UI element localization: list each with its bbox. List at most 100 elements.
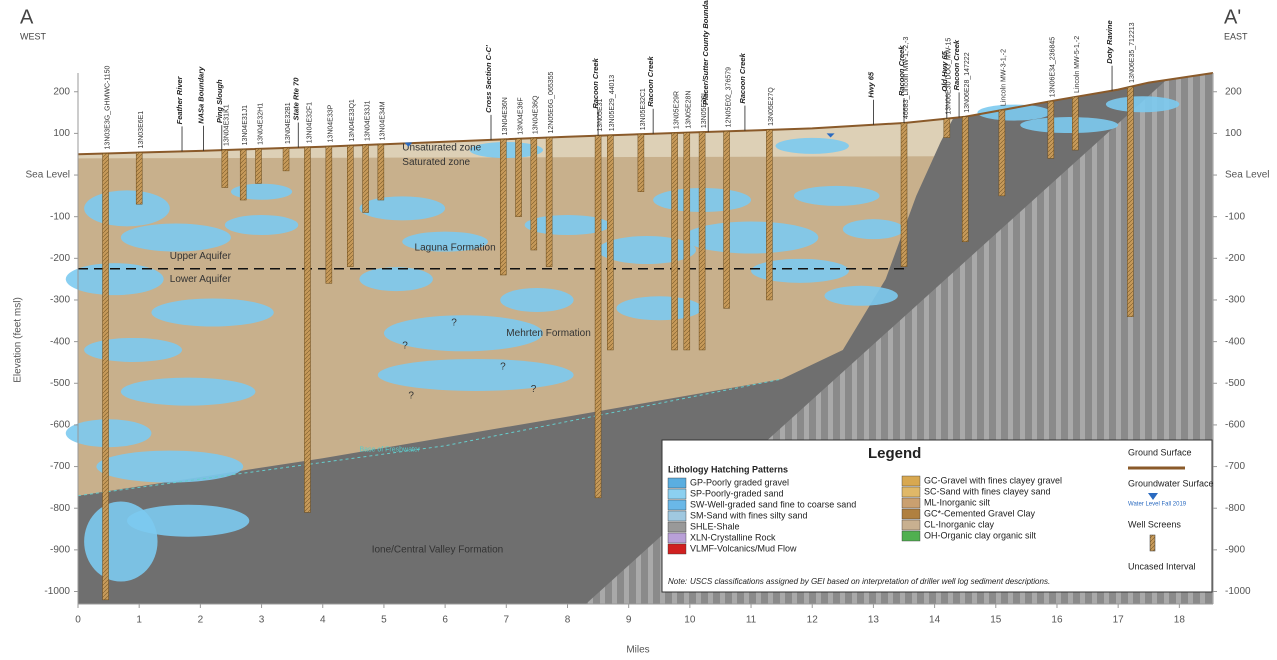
well-name: 13N04E32H1 — [257, 103, 264, 145]
legend-label: ML-Inorganic silt — [924, 497, 991, 507]
legend-swatch — [901, 519, 921, 531]
well-name: 13N04E32F1 — [306, 102, 313, 143]
legend-label: OH-Organic clay organic silt — [924, 530, 1037, 540]
y2-tick-label: -300 — [1225, 295, 1245, 306]
well — [255, 148, 262, 184]
well — [637, 133, 645, 192]
place-label: Cross Section C-C' — [484, 45, 493, 113]
well-name: 13N04E32B1 — [285, 102, 292, 144]
well — [671, 132, 678, 351]
legend-label: GC*-Cemented Gravel Clay — [924, 508, 1036, 518]
well-name: 13N05E27Q — [768, 87, 775, 126]
zone-label: Ione/Central Valley Formation — [372, 544, 504, 555]
well-name: 13N04E33Q1 — [349, 99, 356, 142]
legend-swatch — [667, 521, 687, 533]
sand-lens — [402, 231, 488, 252]
y-axis-label: Elevation (feet msl) — [13, 297, 24, 383]
x-tick-label: 13 — [868, 615, 880, 626]
place-label: Racoon Creek — [952, 39, 961, 90]
legend-screen — [1149, 534, 1156, 552]
y2-tick-label: 100 — [1225, 128, 1242, 139]
legend-label: GP-Poorly graded gravel — [690, 477, 789, 487]
y-tick-label: -500 — [50, 378, 70, 389]
sand-lens — [120, 377, 256, 406]
y-tick-label: -800 — [50, 503, 70, 514]
legend-swatch — [901, 475, 921, 487]
well — [102, 153, 109, 601]
x-tick-label: 10 — [684, 615, 696, 626]
well-name: 13N06E35_712213 — [1129, 22, 1136, 82]
well-name: 13N05E29_44013 — [609, 75, 616, 132]
legend-swatch — [901, 486, 921, 498]
ground-surface — [77, 72, 1214, 156]
legend-symbol-label: Water Level Fall 2019 — [1128, 502, 1187, 508]
legend-label: SHLE-Shale — [690, 521, 740, 531]
zone-label: Base of Freshwater — [359, 447, 420, 454]
x-tick-label: 9 — [626, 615, 632, 626]
legend-note: USCS classifications assigned by GEI bas… — [690, 577, 1050, 586]
legend-swatch — [901, 530, 921, 542]
place-label: Racoon Creek — [646, 56, 655, 107]
y2-tick-label: -600 — [1225, 420, 1245, 431]
place-label: Hwy 65 — [866, 71, 875, 98]
well — [362, 144, 369, 213]
y-tick-label: -100 — [50, 211, 70, 222]
zone-label: Unsaturated zone — [402, 143, 481, 154]
zone-label: ? — [531, 384, 537, 395]
sand-lens — [1105, 96, 1180, 113]
y2-tick-label: 200 — [1225, 86, 1242, 97]
well-name: 13N06E28_147222 — [964, 52, 971, 112]
place-label: Placer/Sutter County Boundary — [701, 0, 710, 105]
y2-tick-label: -800 — [1225, 503, 1245, 514]
legend-swatch — [667, 488, 687, 500]
well-name: 13N05E31 — [597, 98, 604, 131]
place-label: Racoon Creek — [738, 52, 747, 103]
legend-symbol-label: Uncased Interval — [1128, 561, 1196, 571]
well — [607, 135, 614, 351]
direction-east: EAST — [1224, 31, 1248, 41]
well — [499, 139, 507, 276]
legend-swatch — [667, 477, 687, 489]
legend-label: CL-Inorganic clay — [924, 519, 995, 529]
well — [1047, 100, 1055, 159]
section-end: A' — [1224, 6, 1241, 28]
well-name: 12N05E6G_065355 — [548, 71, 555, 133]
x-axis-label: Miles — [626, 645, 649, 656]
place-label: State Rte 70 — [291, 77, 300, 121]
sand-lens — [65, 263, 164, 296]
sand-lens — [616, 296, 703, 321]
zone-label: ? — [451, 318, 457, 329]
legend: Legend Lithology Hatching Patterns GP-Poor… — [661, 439, 1214, 593]
well-name: 13N04E36F — [517, 97, 524, 134]
zone-label: Mehrten Formation — [506, 328, 590, 339]
sand-lens — [84, 190, 170, 227]
well-name: 12N05E02_376579 — [725, 67, 732, 127]
legend-swatch — [667, 543, 687, 555]
y-tick-label: -700 — [50, 461, 70, 472]
x-tick-label: 7 — [504, 615, 510, 626]
x-tick-label: 2 — [198, 615, 204, 626]
well-name: 13N04E33P — [328, 104, 335, 142]
x-tick-label: 3 — [259, 615, 265, 626]
sand-lens — [775, 137, 849, 154]
x-tick-label: 4 — [320, 615, 326, 626]
y-tick-label: -900 — [50, 544, 70, 555]
well — [304, 146, 311, 513]
sand-lens — [359, 267, 433, 292]
y-tick-label: -600 — [50, 420, 70, 431]
well — [900, 122, 908, 267]
legend-label: GC-Gravel with fines clayey gravel — [924, 475, 1062, 485]
x-tick-label: 17 — [1113, 615, 1125, 626]
legend-water — [1148, 493, 1158, 500]
sand-lens — [383, 315, 544, 352]
sand-lens — [500, 287, 574, 312]
well-name: 13N05E32C1 — [640, 88, 647, 130]
zone-label: Upper Aquifer — [170, 251, 232, 262]
legend-title: Legend — [868, 445, 921, 462]
sand-lens — [359, 196, 446, 221]
place-label: Racoon Creek — [897, 45, 906, 96]
well-name: 13N05E28N — [686, 91, 693, 129]
water-marker — [404, 142, 413, 147]
x-tick-label: 1 — [136, 615, 142, 626]
sand-lens — [1020, 117, 1119, 134]
